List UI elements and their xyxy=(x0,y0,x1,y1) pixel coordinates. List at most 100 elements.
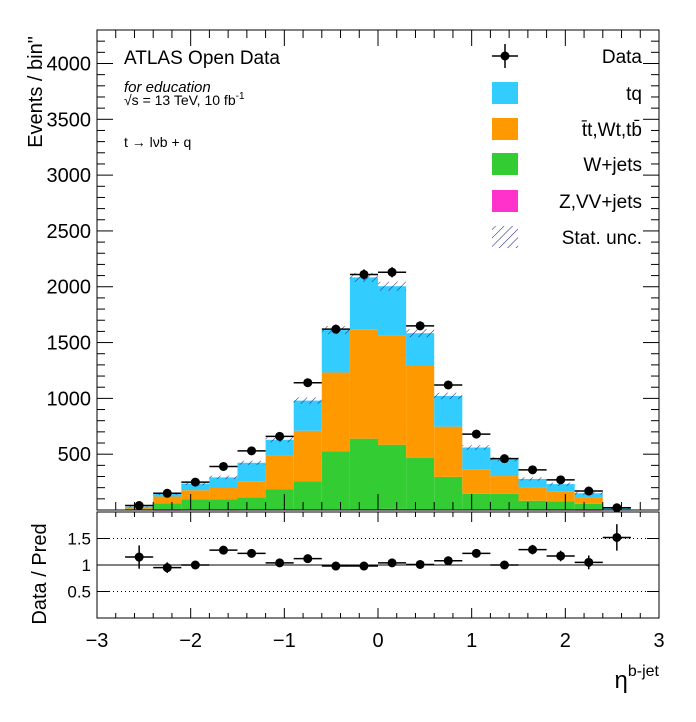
bar-0-bin-8 xyxy=(349,508,378,510)
legend-swatch-wjets xyxy=(492,153,518,175)
ratio-point-7 xyxy=(331,561,341,571)
y-tick-label-2: 1500 xyxy=(47,333,92,355)
bar-3-bin-3 xyxy=(209,477,238,489)
legend-label-wjets: W+jets xyxy=(583,155,642,176)
data-point-15 xyxy=(556,475,566,485)
x-tick-label-1: −2 xyxy=(179,630,202,652)
data-points xyxy=(125,267,631,513)
bar-2-bin-1 xyxy=(153,496,182,504)
channel-label: t → lνb + q xyxy=(124,134,191,150)
x-axis-ticks: −3 −2 −1 0 1 2 3 xyxy=(86,512,665,652)
x-tick-label-5: 2 xyxy=(560,630,571,652)
stat-unc-bin-9 xyxy=(378,281,407,291)
legend-swatch-ttbar xyxy=(492,118,518,140)
bar-3-bin-9 xyxy=(378,286,407,336)
data-point-9 xyxy=(387,267,397,277)
bar-2-bin-2 xyxy=(181,490,210,500)
ratio-point-1 xyxy=(162,563,172,573)
ratio-point-12 xyxy=(471,548,481,558)
bar-3-bin-5 xyxy=(265,439,294,456)
data-point-5 xyxy=(275,431,285,441)
legend-label-tq: tq xyxy=(626,84,642,105)
bar-3-bin-8 xyxy=(349,277,378,330)
ratio-point-14 xyxy=(528,545,538,555)
bar-1-bin-15 xyxy=(546,501,575,510)
data-point-7 xyxy=(331,324,341,334)
bar-3-bin-10 xyxy=(406,333,435,365)
ratio-point-4 xyxy=(247,548,257,558)
data-point-2 xyxy=(190,477,200,487)
ratio-point-11 xyxy=(443,556,453,566)
bar-0-bin-9 xyxy=(378,508,407,510)
ratio-point-15 xyxy=(556,551,566,561)
bar-1-bin-16 xyxy=(574,503,603,510)
bar-1-bin-2 xyxy=(181,499,210,510)
stat-unc-bin-12 xyxy=(462,445,491,450)
y-tick-label-6: 3500 xyxy=(47,109,92,131)
bar-2-bin-10 xyxy=(406,364,435,458)
data-point-1 xyxy=(162,488,172,498)
ratio-point-2 xyxy=(190,560,200,570)
bar-3-bin-14 xyxy=(518,478,547,488)
bar-1-bin-3 xyxy=(209,499,238,510)
data-point-14 xyxy=(528,465,538,475)
stat-unc-bin-3 xyxy=(209,475,238,480)
bar-2-bin-11 xyxy=(434,426,463,477)
y-tick-label-5: 3000 xyxy=(47,165,92,187)
data-point-8 xyxy=(359,269,369,279)
y-tick-label-7: 4000 xyxy=(47,53,92,75)
ratio-panel: 0.5 1 1.5 −3 −2 −1 0 1 2 3 Data / Pred ηb-jet xyxy=(29,511,665,694)
ratio-y-tick-label-0: 0.5 xyxy=(67,583,91,602)
data-point-4 xyxy=(247,446,257,456)
ratio-y-axis-ticks: 0.5 1 1.5 xyxy=(67,530,659,602)
bar-1-bin-10 xyxy=(406,457,435,509)
legend-swatch-tq xyxy=(492,82,518,104)
stat-unc-bin-11 xyxy=(434,392,463,400)
ratio-point-16 xyxy=(584,557,594,567)
bar-1-bin-7 xyxy=(321,451,350,510)
stat-unc-bin-6 xyxy=(293,397,322,404)
stat-unc-bin-14 xyxy=(518,477,547,481)
bar-0-bin-10 xyxy=(406,508,435,510)
bar-3-bin-7 xyxy=(321,330,350,373)
bar-1-bin-8 xyxy=(349,438,378,509)
y-tick-label-0: 500 xyxy=(58,444,91,466)
bar-1-bin-6 xyxy=(293,481,322,510)
x-axis-ticks-main xyxy=(96,30,660,510)
data-point-11 xyxy=(443,380,453,390)
bar-3-bin-2 xyxy=(181,483,210,491)
main-panel: 500 1000 1500 2000 2500 3000 3500 4000 ATLAS Op… xyxy=(25,29,660,513)
legend: Data tq t̄t,Wt,tb̄ W+jets Z,VV+jets Stat… xyxy=(492,44,642,249)
y-tick-label-3: 2000 xyxy=(47,277,92,299)
bar-2-bin-5 xyxy=(265,455,294,490)
bar-2-bin-13 xyxy=(490,476,519,494)
legend-label-zvv: Z,VV+jets xyxy=(559,192,642,213)
y-tick-label-4: 2500 xyxy=(47,221,92,243)
ratio-point-13 xyxy=(499,560,509,570)
energy-label: √s = 13 TeV, 10 fb-1 xyxy=(124,91,245,108)
y-axis-label: Events / bin" xyxy=(25,36,47,148)
x-tick-label-0: −3 xyxy=(86,630,109,652)
bar-1-bin-1 xyxy=(153,503,182,510)
ratio-y-tick-label-1: 1 xyxy=(82,556,91,575)
ratio-point-3 xyxy=(218,545,228,555)
bar-2-bin-6 xyxy=(293,430,322,482)
bar-2-bin-8 xyxy=(349,329,378,439)
bar-2-bin-9 xyxy=(378,335,407,445)
data-point-16 xyxy=(584,486,594,496)
bar-2-bin-15 xyxy=(546,491,575,502)
bar-2-bin-12 xyxy=(462,469,491,494)
bar-2-bin-14 xyxy=(518,487,547,501)
ratio-point-0 xyxy=(134,552,144,562)
bar-2-bin-3 xyxy=(209,488,238,500)
bar-1-bin-11 xyxy=(434,476,463,510)
bar-1-bin-5 xyxy=(265,489,294,510)
stacked-bars xyxy=(125,277,631,511)
y-tick-label-1: 1000 xyxy=(47,388,92,410)
bar-2-bin-7 xyxy=(321,372,350,452)
x-tick-label-6: 3 xyxy=(653,630,664,652)
x-axis-label: ηb-jet xyxy=(615,663,660,694)
legend-label-ttbar: t̄t,Wt,tb̄ xyxy=(581,120,642,141)
bar-3-bin-13 xyxy=(490,459,519,477)
